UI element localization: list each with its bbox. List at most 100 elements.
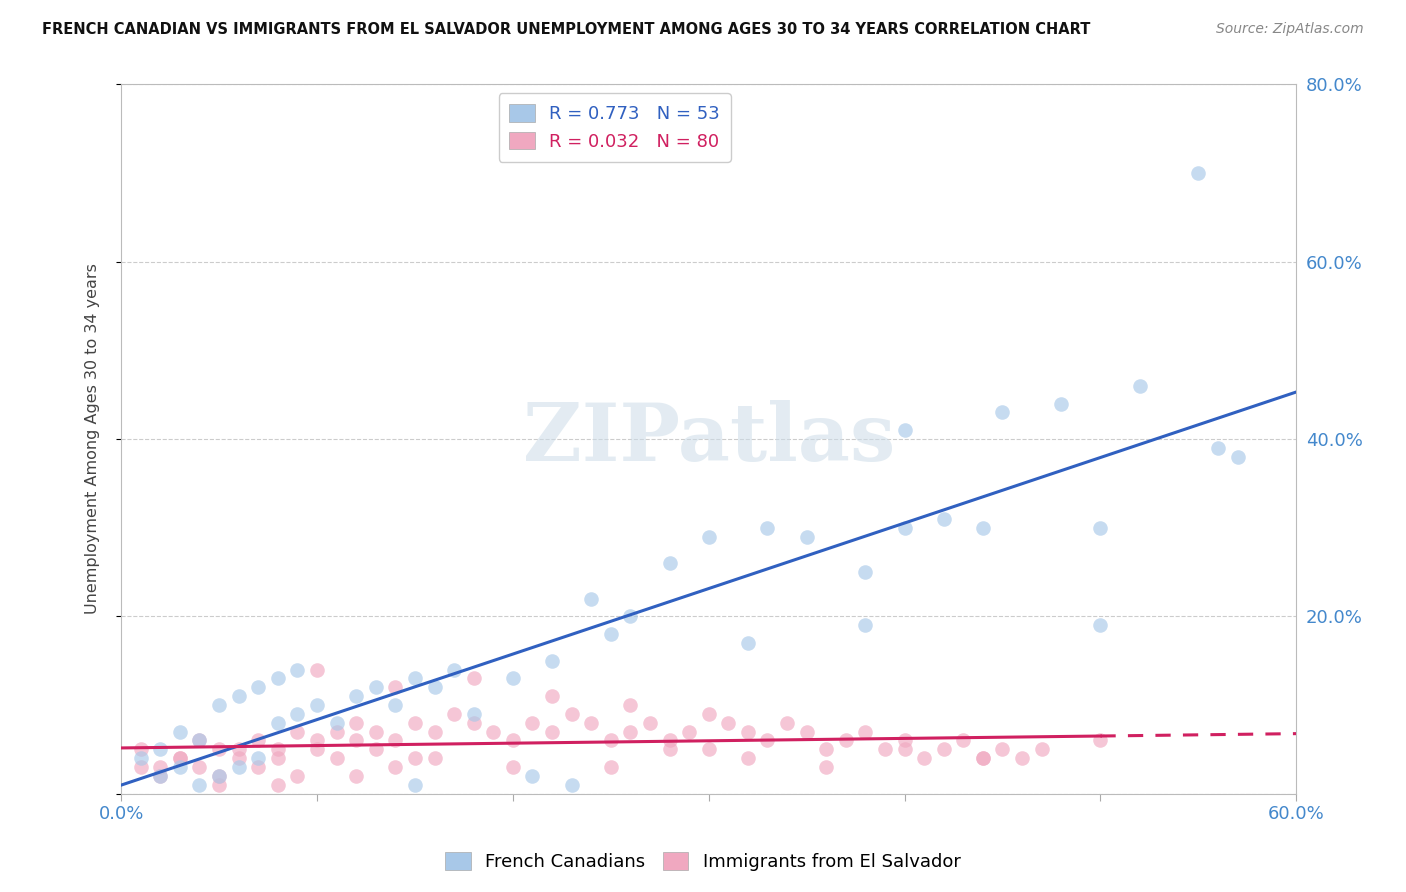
Point	[129, 742, 152, 756]
Point	[423, 751, 446, 765]
Text: ZIPatlas: ZIPatlas	[523, 400, 894, 478]
Point	[737, 751, 759, 765]
Point	[579, 715, 602, 730]
Point	[305, 733, 328, 747]
Point	[344, 769, 367, 783]
Point	[169, 751, 191, 765]
Point	[619, 609, 641, 624]
Point	[658, 742, 681, 756]
Point	[1206, 441, 1229, 455]
Point	[325, 724, 347, 739]
Point	[325, 751, 347, 765]
Point	[208, 778, 231, 792]
Point	[305, 742, 328, 756]
Point	[835, 733, 858, 747]
Y-axis label: Unemployment Among Ages 30 to 34 years: Unemployment Among Ages 30 to 34 years	[86, 264, 100, 615]
Point	[619, 724, 641, 739]
Point	[815, 760, 838, 774]
Point	[1050, 396, 1073, 410]
Point	[247, 681, 270, 695]
Point	[991, 405, 1014, 419]
Point	[873, 742, 896, 756]
Point	[599, 733, 621, 747]
Point	[1129, 379, 1152, 393]
Text: FRENCH CANADIAN VS IMMIGRANTS FROM EL SALVADOR UNEMPLOYMENT AMONG AGES 30 TO 34 : FRENCH CANADIAN VS IMMIGRANTS FROM EL SA…	[42, 22, 1091, 37]
Point	[228, 751, 250, 765]
Point	[972, 751, 994, 765]
Point	[188, 760, 211, 774]
Point	[658, 733, 681, 747]
Point	[1011, 751, 1033, 765]
Point	[188, 733, 211, 747]
Point	[247, 760, 270, 774]
Point	[404, 672, 426, 686]
Point	[247, 733, 270, 747]
Point	[169, 724, 191, 739]
Point	[972, 751, 994, 765]
Point	[443, 663, 465, 677]
Point	[305, 663, 328, 677]
Point	[932, 742, 955, 756]
Point	[1226, 450, 1249, 464]
Point	[1090, 618, 1112, 632]
Point	[522, 769, 544, 783]
Point	[305, 698, 328, 712]
Point	[952, 733, 974, 747]
Point	[287, 706, 309, 721]
Point	[129, 751, 152, 765]
Point	[737, 636, 759, 650]
Point	[796, 530, 818, 544]
Point	[149, 769, 172, 783]
Point	[815, 742, 838, 756]
Point	[541, 689, 564, 703]
Point	[287, 724, 309, 739]
Point	[678, 724, 700, 739]
Legend: R = 0.773   N = 53, R = 0.032   N = 80: R = 0.773 N = 53, R = 0.032 N = 80	[499, 94, 731, 161]
Point	[208, 742, 231, 756]
Point	[717, 715, 740, 730]
Point	[325, 715, 347, 730]
Point	[1187, 166, 1209, 180]
Point	[463, 715, 485, 730]
Point	[228, 689, 250, 703]
Point	[522, 715, 544, 730]
Point	[384, 681, 406, 695]
Point	[463, 706, 485, 721]
Point	[756, 733, 779, 747]
Point	[188, 733, 211, 747]
Point	[344, 715, 367, 730]
Point	[208, 698, 231, 712]
Point	[287, 663, 309, 677]
Point	[364, 742, 387, 756]
Point	[482, 724, 505, 739]
Point	[697, 530, 720, 544]
Point	[912, 751, 935, 765]
Point	[855, 565, 877, 579]
Point	[287, 769, 309, 783]
Point	[893, 521, 915, 535]
Point	[541, 654, 564, 668]
Point	[169, 751, 191, 765]
Point	[384, 733, 406, 747]
Point	[1090, 733, 1112, 747]
Point	[638, 715, 661, 730]
Point	[344, 689, 367, 703]
Point	[502, 733, 524, 747]
Point	[463, 672, 485, 686]
Point	[756, 521, 779, 535]
Point	[776, 715, 799, 730]
Point	[658, 556, 681, 570]
Point	[502, 760, 524, 774]
Point	[129, 760, 152, 774]
Point	[423, 681, 446, 695]
Point	[364, 681, 387, 695]
Point	[404, 715, 426, 730]
Point	[599, 627, 621, 641]
Point	[1090, 521, 1112, 535]
Point	[619, 698, 641, 712]
Point	[149, 769, 172, 783]
Point	[855, 618, 877, 632]
Legend: French Canadians, Immigrants from El Salvador: French Canadians, Immigrants from El Sal…	[439, 846, 967, 879]
Point	[169, 760, 191, 774]
Point	[561, 778, 583, 792]
